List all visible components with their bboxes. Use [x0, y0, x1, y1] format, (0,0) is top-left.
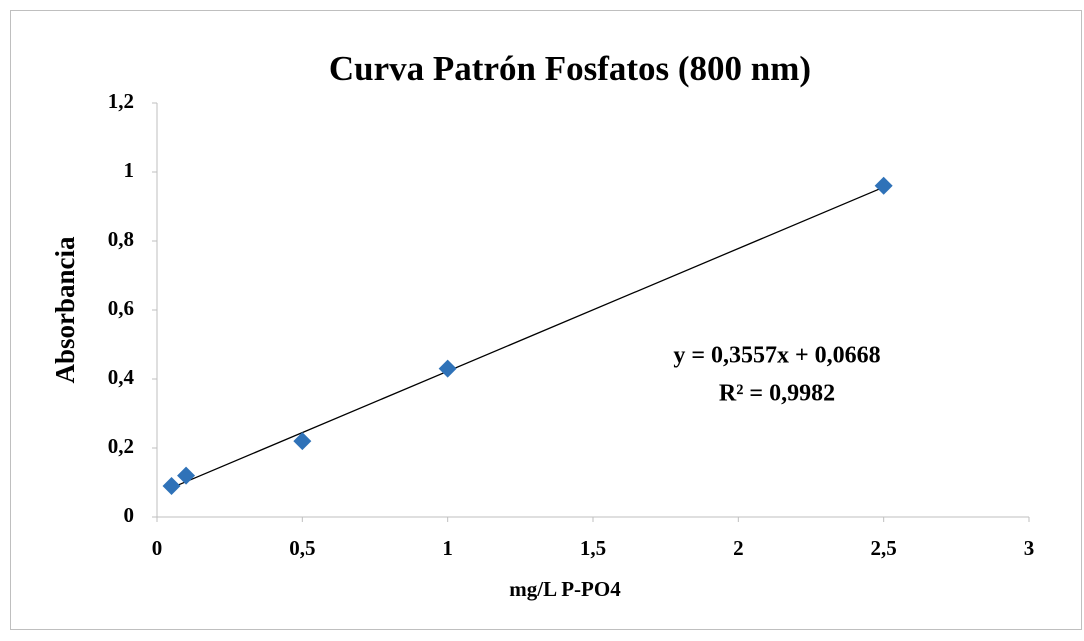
- x-tick-label: 1,5: [580, 536, 606, 560]
- x-tick-label: 2: [733, 536, 744, 560]
- chart-title: Curva Patrón Fosfatos (800 nm): [329, 49, 811, 88]
- data-point: [177, 466, 196, 485]
- y-tick-label: 1: [124, 158, 135, 182]
- x-tick-label: 3: [1024, 536, 1035, 560]
- x-axis-label: mg/L P-PO4: [509, 577, 621, 601]
- x-tick-label: 1: [442, 536, 453, 560]
- y-axis-label: Absorbancia: [50, 236, 80, 384]
- y-tick-label: 0,8: [108, 227, 134, 251]
- y-tick-label: 0,2: [108, 434, 134, 458]
- y-tick-label: 1,2: [108, 89, 134, 113]
- x-tick-label: 0: [152, 536, 163, 560]
- y-tick-label: 0,4: [108, 365, 135, 389]
- trendline-r2: R² = 0,9982: [719, 381, 835, 407]
- chart-border: [10, 10, 1082, 630]
- y-tick-label: 0,6: [108, 296, 134, 320]
- trendline: [171, 186, 884, 489]
- data-point: [293, 432, 312, 451]
- x-tick-label: 2,5: [871, 536, 897, 560]
- data-point: [162, 476, 181, 495]
- x-tick-label: 0,5: [289, 536, 315, 560]
- y-tick-label: 0: [124, 503, 135, 527]
- data-point: [874, 176, 893, 195]
- data-point: [438, 359, 457, 378]
- trendline-equation: y = 0,3557x + 0,0668: [673, 343, 880, 369]
